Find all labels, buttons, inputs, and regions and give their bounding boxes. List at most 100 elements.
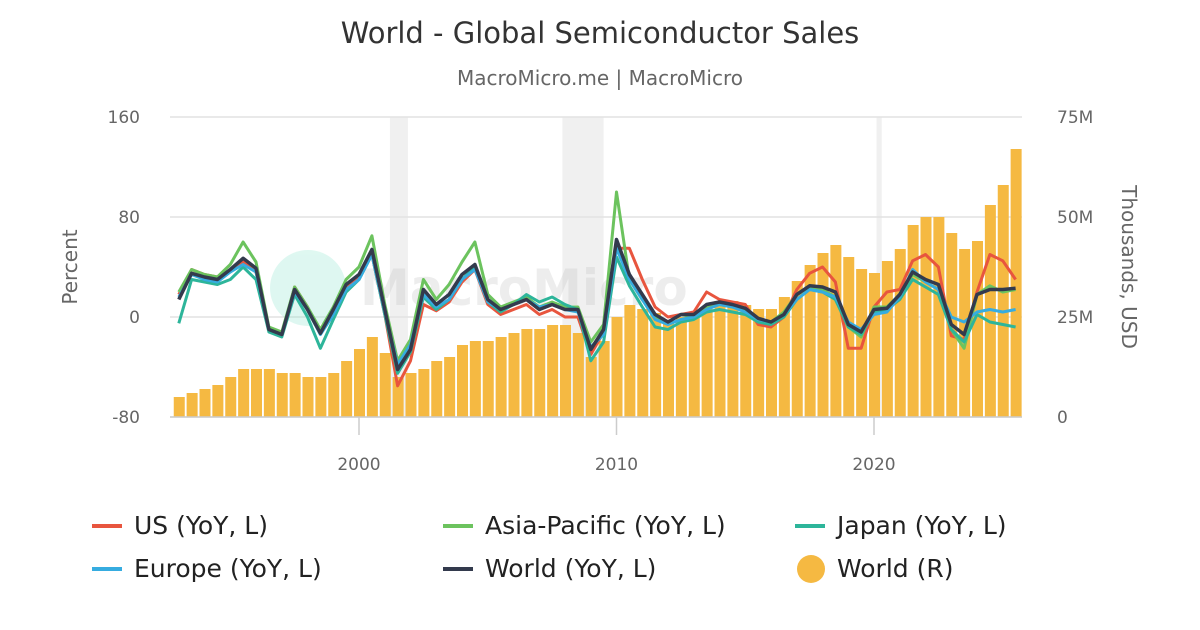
bar-world-sales bbox=[881, 261, 893, 417]
legend-label: World (R) bbox=[837, 554, 954, 583]
bar-world-sales bbox=[482, 341, 494, 417]
legend-line-icon bbox=[795, 523, 825, 528]
bar-world-sales bbox=[212, 385, 224, 417]
legend-item-us[interactable]: US (YoY, L) bbox=[92, 511, 268, 540]
line-japan bbox=[177, 253, 1016, 375]
legend-line-icon bbox=[92, 566, 122, 571]
legend-line-icon bbox=[443, 523, 473, 528]
bar-world-sales bbox=[907, 225, 919, 417]
y-tick-left: 160 bbox=[108, 108, 140, 128]
bar-world-sales bbox=[740, 305, 752, 417]
y-tick-left: 80 bbox=[118, 208, 140, 228]
chart-title: World - Global Semiconductor Sales bbox=[341, 16, 860, 50]
bar-world-sales bbox=[997, 185, 1009, 417]
y-tick-left: 0 bbox=[129, 308, 140, 328]
legend-line-icon bbox=[92, 523, 122, 528]
legend-item-japan[interactable]: Japan (YoY, L) bbox=[795, 511, 1007, 540]
bar-world-sales bbox=[972, 241, 983, 417]
y-axis-right-label: Thousands, USD bbox=[1117, 184, 1141, 349]
bar-world-sales bbox=[457, 345, 468, 417]
bar-world-sales bbox=[302, 377, 314, 417]
bar-world-sales bbox=[508, 333, 520, 417]
bar-world-sales bbox=[405, 373, 417, 417]
legend-label: Europe (YoY, L) bbox=[134, 554, 322, 583]
bar-world-sales bbox=[830, 245, 842, 417]
axes: 160 75M 80 50M 0 25M -80 0 2000 2010 2020 bbox=[108, 108, 1094, 475]
bar-world-sales bbox=[186, 393, 198, 417]
legend-label: Japan (YoY, L) bbox=[837, 511, 1007, 540]
bar-world-sales bbox=[366, 337, 378, 417]
bar-world-sales bbox=[534, 329, 546, 417]
bar-world-sales bbox=[598, 341, 610, 417]
bar-world-sales bbox=[778, 297, 790, 417]
x-tick-label: 2000 bbox=[337, 455, 380, 475]
bar-world-sales bbox=[225, 377, 237, 417]
bar-world-sales bbox=[354, 349, 365, 417]
bar-world-sales bbox=[1010, 149, 1022, 417]
bar-world-sales bbox=[560, 325, 571, 417]
bar-world-sales bbox=[495, 337, 507, 417]
bar-world-sales bbox=[637, 309, 649, 417]
bar-world-sales bbox=[650, 313, 662, 417]
y-tick-right: 75M bbox=[1057, 108, 1093, 128]
bar-world-sales bbox=[444, 357, 456, 417]
bar-world-sales bbox=[263, 369, 275, 417]
bar-world-sales bbox=[791, 281, 803, 417]
legend-label: Asia-Pacific (YoY, L) bbox=[485, 511, 726, 540]
chart-subtitle: MacroMicro.me | MacroMicro bbox=[457, 66, 743, 90]
y-axis-left-label: Percent bbox=[58, 229, 82, 304]
bar-world-sales bbox=[315, 377, 327, 417]
bar-world-sales bbox=[547, 325, 559, 417]
legend-item-asia-pacific[interactable]: Asia-Pacific (YoY, L) bbox=[443, 511, 726, 540]
bar-world-sales bbox=[585, 357, 597, 417]
bar-world-sales bbox=[727, 301, 739, 417]
legend-item-europe[interactable]: Europe (YoY, L) bbox=[92, 554, 322, 583]
bar-world-sales bbox=[341, 361, 353, 417]
bar-world-sales bbox=[663, 321, 674, 417]
bar-world-sales bbox=[624, 305, 636, 417]
bar-world-sales bbox=[766, 309, 777, 417]
bar-world-sales bbox=[276, 373, 288, 417]
legend-item-world-sales[interactable]: World (R) bbox=[797, 554, 953, 583]
bar-world-sales bbox=[804, 265, 816, 417]
bar-world-sales bbox=[572, 333, 584, 417]
legend-label: US (YoY, L) bbox=[134, 511, 268, 540]
bar-world-sales bbox=[328, 373, 340, 417]
bar-world-sales bbox=[843, 257, 855, 417]
bar-world-sales bbox=[431, 361, 443, 417]
legend-line-icon bbox=[443, 566, 473, 571]
recession-band bbox=[876, 117, 882, 417]
x-tick-label: 2020 bbox=[852, 455, 895, 475]
y-tick-right: 50M bbox=[1057, 208, 1093, 228]
line-world bbox=[177, 237, 1016, 372]
bar-world-sales bbox=[869, 273, 880, 417]
bar-world-sales bbox=[521, 329, 533, 417]
y-tick-left: -80 bbox=[112, 408, 140, 428]
bar-world-sales bbox=[817, 253, 829, 417]
legend-dot-icon bbox=[797, 554, 825, 583]
line-series bbox=[177, 190, 1017, 388]
bar-world-sales bbox=[392, 377, 404, 417]
legend-label: World (YoY, L) bbox=[485, 554, 657, 583]
bar-world-sales bbox=[688, 317, 700, 417]
bar-world-sales bbox=[238, 369, 250, 417]
bar-world-sales bbox=[469, 341, 481, 417]
bar-world-sales bbox=[753, 309, 765, 417]
bar-world-sales bbox=[289, 373, 301, 417]
bar-world-sales bbox=[173, 397, 185, 417]
legend-item-world-yoy[interactable]: World (YoY, L) bbox=[443, 554, 656, 583]
bar-world-sales bbox=[379, 353, 391, 417]
bar-world-sales bbox=[675, 317, 687, 417]
bar-world-sales bbox=[933, 217, 945, 417]
bar-world-sales bbox=[418, 369, 430, 417]
bar-world-sales bbox=[251, 369, 262, 417]
y-tick-right: 25M bbox=[1057, 308, 1093, 328]
bar-world-sales bbox=[611, 317, 623, 417]
bar-world-sales bbox=[714, 301, 726, 417]
bar-world-sales bbox=[199, 389, 211, 417]
x-tick-label: 2010 bbox=[595, 455, 638, 475]
y-tick-right: 0 bbox=[1057, 408, 1068, 428]
bar-world-sales bbox=[701, 309, 713, 417]
